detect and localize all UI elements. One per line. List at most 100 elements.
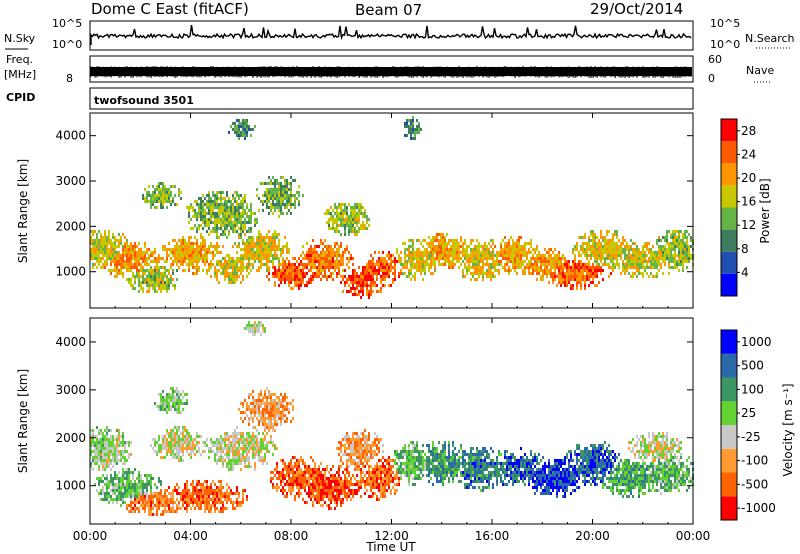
velocity-cell (190, 444, 192, 447)
power-cell (414, 278, 416, 281)
power-cell (136, 269, 138, 272)
velocity-cell (130, 486, 132, 489)
power-cell (202, 215, 204, 218)
power-cell (594, 275, 596, 278)
power-cell (450, 239, 452, 242)
power-cell (348, 266, 350, 269)
velocity-cell (106, 450, 108, 453)
power-cell (330, 212, 332, 215)
power-cell (462, 275, 464, 278)
velocity-cell (226, 492, 228, 495)
velocity-cell (142, 498, 144, 501)
velocity-cell (232, 504, 234, 507)
power-cell (436, 239, 438, 242)
power-cell (236, 245, 238, 248)
power-cell (308, 254, 310, 257)
power-cell (288, 269, 290, 272)
velocity-cell (174, 501, 176, 504)
power-cell (210, 212, 212, 215)
velocity-cell (144, 495, 146, 498)
velocity-cell (178, 408, 180, 411)
power-cell (272, 233, 274, 236)
power-cell (526, 263, 528, 266)
power-cell (550, 272, 552, 275)
power-cell (274, 242, 276, 245)
power-cell (238, 257, 240, 260)
power-cell (278, 269, 280, 272)
power-cell (334, 269, 336, 272)
power-cell (432, 248, 434, 251)
power-cell (336, 275, 338, 278)
power-cell (362, 281, 364, 284)
power-cell (602, 239, 604, 242)
power-cell (516, 266, 518, 269)
velocity-cell (106, 438, 108, 441)
power-cell (192, 248, 194, 251)
power-cell (182, 248, 184, 251)
power-cell (272, 275, 274, 278)
power-cell (172, 254, 174, 257)
power-cell (218, 197, 220, 200)
power-cell (522, 272, 524, 275)
power-cell (140, 284, 142, 287)
power-cell (278, 278, 280, 281)
nsearch-tick-top: 10^5 (710, 17, 740, 30)
power-cell (554, 278, 556, 281)
power-cell (186, 263, 188, 266)
velocity-cell (168, 402, 170, 405)
velocity-cell (246, 456, 248, 459)
power-cell (246, 248, 248, 251)
velocity-cell (100, 489, 102, 492)
power-cell (244, 245, 246, 248)
power-cell (222, 224, 224, 227)
velocity-cell (186, 429, 188, 432)
power-cell (232, 203, 234, 206)
velocity-cell (200, 501, 202, 504)
power-cell (98, 254, 100, 257)
velocity-cell (242, 492, 244, 495)
power-cell (572, 278, 574, 281)
power-cell (554, 269, 556, 272)
power-cell (170, 203, 172, 206)
velocity-cell (124, 462, 126, 465)
power-cell (390, 260, 392, 263)
velocity-cell (196, 480, 198, 483)
power-cell (356, 275, 358, 278)
power-cell (330, 218, 332, 221)
velocity-cell (208, 492, 210, 495)
power-cell (154, 251, 156, 254)
power-cell (600, 272, 602, 275)
power-cell (650, 272, 652, 275)
power-cell (152, 260, 154, 263)
power-cell (204, 254, 206, 257)
velocity-cell (204, 492, 206, 495)
velocity-cell (138, 492, 140, 495)
power-cell (206, 218, 208, 221)
power-cell (172, 260, 174, 263)
power-cell (242, 134, 244, 137)
power-cell (152, 278, 154, 281)
power-cell (422, 260, 424, 263)
power-cell (446, 248, 448, 251)
power-cell (254, 221, 256, 224)
power-cell (596, 284, 598, 287)
power-cell (638, 257, 640, 260)
power-cell (408, 272, 410, 275)
power-cell (210, 245, 212, 248)
power-cell (330, 257, 332, 260)
velocity-cell (110, 498, 112, 501)
power-cell (544, 266, 546, 269)
velocity-cell (218, 447, 220, 450)
power-cell (250, 269, 252, 272)
power-cell (154, 200, 156, 203)
power-cell (268, 197, 270, 200)
power-cell (210, 251, 212, 254)
power-cell (198, 197, 200, 200)
power-cell (584, 254, 586, 257)
velocity-cell (182, 492, 184, 495)
power-cell (178, 260, 180, 263)
power-cell (542, 263, 544, 266)
power-cell (376, 278, 378, 281)
power-cell (660, 239, 662, 242)
velocity-cell (136, 498, 138, 501)
